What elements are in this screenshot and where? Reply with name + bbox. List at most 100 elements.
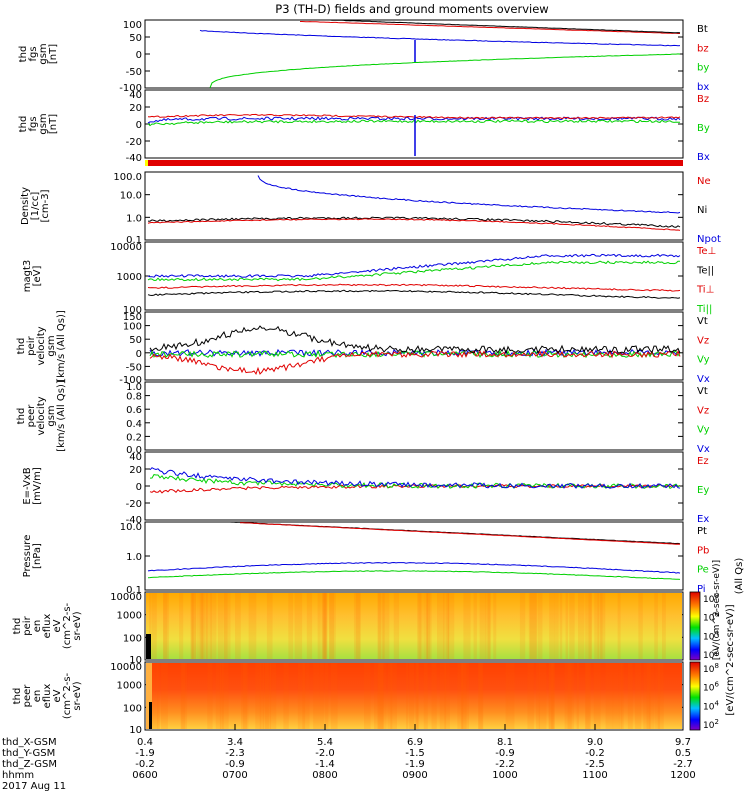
spectrogram-streak (477, 663, 483, 729)
legend-Npot: Npot (697, 234, 721, 245)
y-axis-label: [km/s (All Qs)] (56, 380, 67, 452)
y-tick-label: 1.0 (126, 552, 142, 563)
legend-Bx: Bx (697, 152, 710, 163)
panel-frame (144, 381, 684, 451)
figure-title: P3 (TH-D) fields and ground moments over… (275, 2, 548, 16)
spectrogram-streak (197, 593, 205, 659)
spectrogram-streak (313, 663, 320, 729)
series-line-Bz (147, 113, 681, 120)
spectrogram-streak (377, 663, 384, 729)
x-tick-label: 0.5 (675, 748, 691, 759)
legend-Pe: Pe (697, 565, 709, 576)
x-tick-label: -1.5 (405, 748, 425, 759)
spectrogram-streak (181, 663, 188, 729)
spectrogram-streak (215, 663, 222, 729)
spectrogram-streak (657, 663, 664, 729)
spectrogram-streak (235, 593, 241, 659)
colorbar-unit: [eV/(cm^2-sec-sr-eV)] (725, 604, 736, 715)
y-axis-label: gsm (38, 43, 49, 64)
legend-Pi: Pi (697, 584, 706, 595)
series-line-By (147, 119, 680, 127)
mode-bar-yellow (145, 160, 148, 166)
legend-Vx: Vx (697, 444, 710, 455)
x-row-name: hhmm (2, 770, 34, 781)
x-tick-label: -0.2 (135, 759, 155, 770)
x-tick-label: -1.4 (315, 759, 335, 770)
y-axis-label: thd (16, 408, 27, 425)
x-row-name: thd_Y-GSM (2, 748, 55, 759)
y-tick-label: 40 (129, 452, 142, 463)
spectrogram-streak (330, 663, 338, 729)
series-line-bz (300, 21, 680, 34)
legend-Vy: Vy (697, 355, 710, 366)
y-tick-label: 100 (123, 703, 142, 714)
y-tick-label: 10000 (110, 242, 142, 253)
early-band (146, 663, 152, 729)
y-axis-label: E=-VxB (22, 467, 33, 504)
spectrogram-streak (585, 593, 592, 659)
spectrogram-streak (157, 663, 160, 729)
panel-fgs_dsl: 40 20 0 -20 -40 thd fgs gsm [nT] Bz By Bx (18, 89, 710, 164)
spectrogram-streak (559, 593, 563, 659)
spectrogram-streak (163, 593, 170, 659)
legend-Ez: Ez (697, 456, 709, 467)
y-axis-label: Density (20, 187, 31, 225)
spectrogram-streak (205, 593, 212, 659)
series-line-Te|| (147, 289, 681, 299)
spectrogram-streak (321, 593, 328, 659)
y-tick-label: 10 (129, 655, 142, 666)
y-axis-label: eflux (42, 614, 53, 639)
spectrogram-streak (443, 593, 450, 659)
spectrogram-streak (180, 663, 186, 729)
y-axis-label: thd (18, 116, 29, 133)
spectrogram-streak (283, 663, 289, 729)
spectrogram-streak (329, 593, 334, 659)
x-tick-label: 0800 (312, 770, 337, 781)
spectrogram-streak (323, 593, 327, 659)
data-gap (149, 702, 152, 729)
y-axis-label: eV (52, 619, 63, 632)
spectrogram-streak (588, 593, 592, 659)
spectrogram-streak (549, 663, 555, 729)
y-axis-label: [nT] (48, 44, 59, 64)
spectrogram-streak (507, 663, 515, 729)
panel-peer_velocity: 1.00.8 0.6 0.4 0.2 0.0 thd peer velocity gsm [km/… (16, 380, 710, 456)
legend-Te⊥: Te⊥ (696, 246, 716, 257)
y-axis-label: eflux (42, 684, 53, 709)
x-tick-label: -2.2 (495, 759, 515, 770)
spectrogram-streak (406, 663, 409, 729)
colorbar-strip (689, 591, 701, 661)
spectrogram-streak (612, 663, 620, 729)
spectrogram-streak (377, 663, 380, 729)
spectrogram-streak (390, 663, 397, 729)
spectrogram-streak (269, 663, 277, 729)
spectrogram-streak (549, 593, 555, 659)
spectrogram-streak (387, 663, 393, 729)
series-line-Ez (149, 483, 681, 494)
spectrogram-streak (149, 593, 152, 659)
y-tick-label: -20 (126, 499, 142, 510)
spectrogram-streak (473, 593, 477, 659)
series-line-Vz (149, 350, 681, 375)
spectrogram-streak (363, 663, 371, 729)
spectrogram-streak (409, 663, 415, 729)
spectrogram-streak (378, 593, 385, 659)
y-tick-label: 20 (129, 103, 142, 114)
series-line-by (209, 53, 681, 88)
colorbar-tick-label: 104 (703, 699, 719, 712)
y-axis-label: [1/cc] (30, 192, 41, 221)
y-tick-label: 10.0 (120, 522, 142, 533)
spectrogram-streak (446, 593, 449, 659)
legend-Ex: Ex (697, 514, 709, 525)
spectrogram-streak (444, 663, 450, 729)
x-tick-label: 9.0 (587, 737, 603, 748)
spectrogram-streak (536, 663, 540, 729)
x-tick-label: -2.3 (225, 748, 245, 759)
y-axis-label: [eV] (32, 266, 43, 287)
series-line-Ex (149, 467, 681, 489)
spectrogram (146, 663, 682, 729)
y-axis-label: gsm (38, 113, 49, 134)
y-axis-label: fgs (28, 46, 39, 61)
y-axis-label: peir (22, 615, 33, 635)
